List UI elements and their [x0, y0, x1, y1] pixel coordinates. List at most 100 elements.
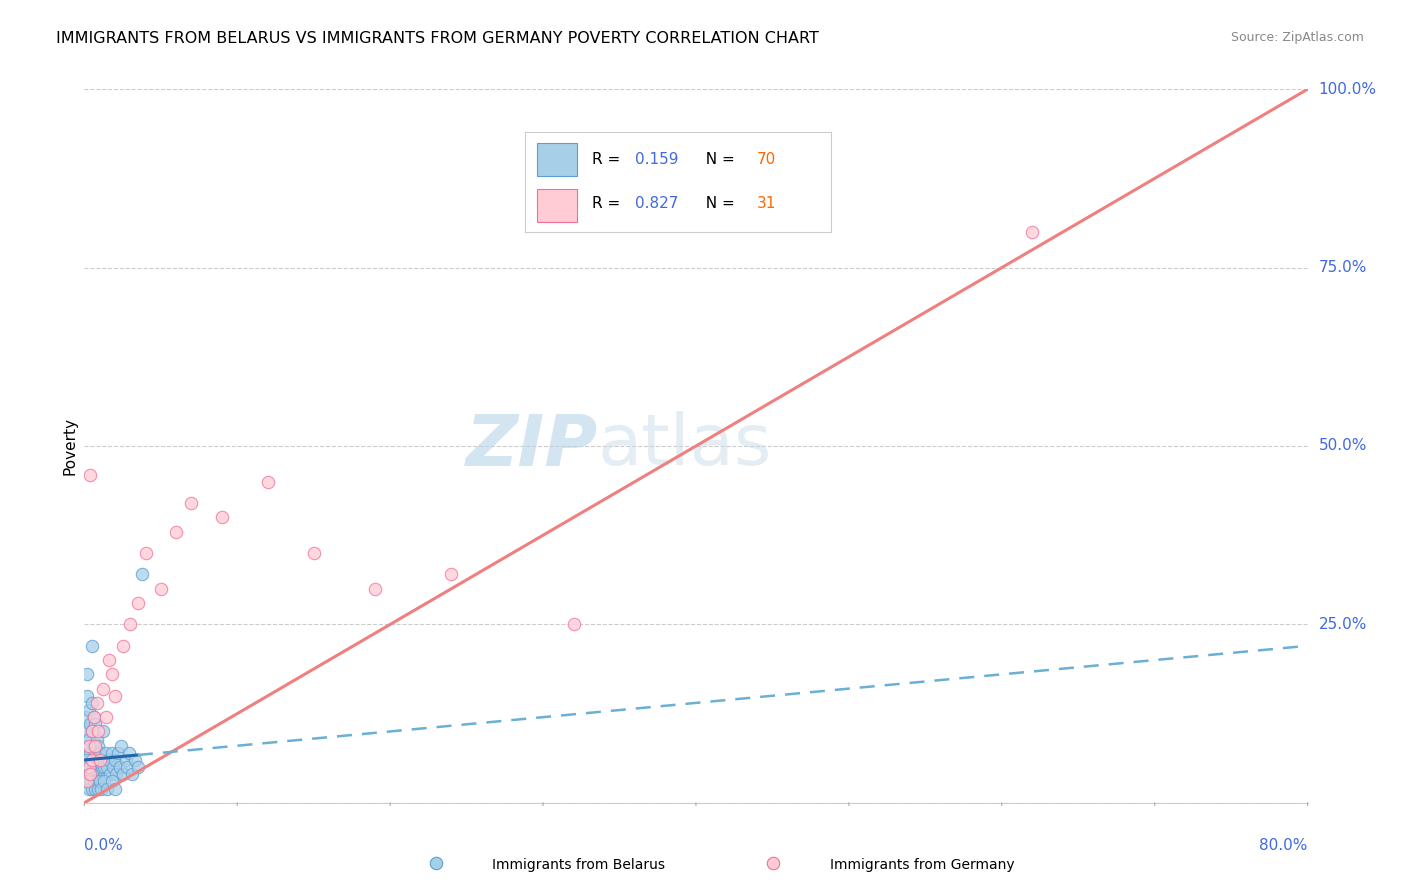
- Text: Immigrants from Germany: Immigrants from Germany: [830, 858, 1014, 872]
- Point: [83, 774, 105, 789]
- Point: [120, 617, 142, 632]
- Point: [165, 524, 187, 539]
- Point: [79, 760, 101, 774]
- Point: [111, 639, 134, 653]
- Point: [440, 567, 463, 582]
- Point: [121, 767, 143, 781]
- Point: [76, 689, 98, 703]
- Point: [83, 710, 105, 724]
- Point: [86, 731, 108, 746]
- Point: [97, 753, 120, 767]
- Point: [84, 739, 107, 753]
- Point: [86, 760, 108, 774]
- Point: [75, 739, 97, 753]
- Point: [76, 753, 98, 767]
- Point: [77, 760, 100, 774]
- Text: 25.0%: 25.0%: [1319, 617, 1367, 632]
- Point: [124, 753, 146, 767]
- Point: [111, 767, 134, 781]
- Text: IMMIGRANTS FROM BELARUS VS IMMIGRANTS FROM GERMANY POVERTY CORRELATION CHART: IMMIGRANTS FROM BELARUS VS IMMIGRANTS FR…: [56, 31, 820, 46]
- Point: [76, 774, 98, 789]
- Point: [127, 760, 149, 774]
- Text: R =: R =: [592, 153, 626, 168]
- Point: [91, 753, 114, 767]
- Point: [75, 774, 97, 789]
- Point: [110, 739, 132, 753]
- Point: [84, 781, 107, 796]
- Text: 0.159: 0.159: [636, 153, 678, 168]
- Point: [93, 774, 115, 789]
- Point: [80, 724, 103, 739]
- Point: [77, 781, 100, 796]
- Point: [83, 739, 105, 753]
- Point: [80, 696, 103, 710]
- Text: Immigrants from Belarus: Immigrants from Belarus: [492, 858, 665, 872]
- Point: [87, 767, 110, 781]
- Point: [77, 767, 100, 781]
- Point: [76, 724, 98, 739]
- Point: [425, 856, 447, 871]
- Point: [91, 681, 114, 696]
- Text: 70: 70: [756, 153, 776, 168]
- Point: [101, 667, 124, 681]
- Point: [135, 546, 157, 560]
- Point: [84, 717, 107, 731]
- Text: R =: R =: [592, 196, 626, 211]
- Bar: [537, 143, 576, 176]
- Text: N =: N =: [696, 196, 740, 211]
- Point: [131, 567, 153, 582]
- Point: [77, 760, 100, 774]
- Point: [83, 760, 105, 774]
- Point: [77, 703, 100, 717]
- Point: [149, 582, 172, 596]
- Point: [103, 760, 125, 774]
- Point: [118, 746, 141, 760]
- Point: [84, 767, 107, 781]
- Point: [101, 774, 124, 789]
- Point: [87, 739, 110, 753]
- Point: [79, 774, 101, 789]
- Text: 50.0%: 50.0%: [1319, 439, 1367, 453]
- Point: [79, 717, 101, 731]
- Text: 0.827: 0.827: [636, 196, 678, 211]
- Point: [104, 689, 127, 703]
- Point: [257, 475, 280, 489]
- Point: [211, 510, 233, 524]
- Point: [101, 746, 124, 760]
- Point: [80, 753, 103, 767]
- Point: [105, 767, 128, 781]
- Point: [89, 746, 111, 760]
- Point: [87, 724, 110, 739]
- Text: 0.0%: 0.0%: [84, 838, 124, 853]
- Point: [115, 760, 138, 774]
- Point: [79, 467, 101, 482]
- Point: [89, 774, 111, 789]
- Point: [96, 781, 118, 796]
- Point: [79, 746, 101, 760]
- Point: [91, 724, 114, 739]
- Point: [94, 710, 117, 724]
- Text: Source: ZipAtlas.com: Source: ZipAtlas.com: [1230, 31, 1364, 45]
- Point: [79, 767, 101, 781]
- Point: [77, 739, 100, 753]
- Point: [76, 667, 98, 681]
- Point: [98, 767, 121, 781]
- Text: 80.0%: 80.0%: [1260, 838, 1308, 853]
- Text: 75.0%: 75.0%: [1319, 260, 1367, 275]
- Point: [562, 617, 585, 632]
- Point: [108, 760, 131, 774]
- Point: [84, 746, 107, 760]
- Text: 100.0%: 100.0%: [1319, 82, 1376, 96]
- Point: [90, 781, 112, 796]
- Point: [87, 781, 110, 796]
- Text: N =: N =: [696, 153, 740, 168]
- Point: [80, 781, 103, 796]
- Text: ZIP: ZIP: [465, 411, 598, 481]
- Point: [90, 760, 112, 774]
- Point: [83, 710, 105, 724]
- Point: [93, 760, 115, 774]
- Point: [114, 753, 136, 767]
- Point: [364, 582, 387, 596]
- Point: [80, 753, 103, 767]
- Point: [96, 760, 118, 774]
